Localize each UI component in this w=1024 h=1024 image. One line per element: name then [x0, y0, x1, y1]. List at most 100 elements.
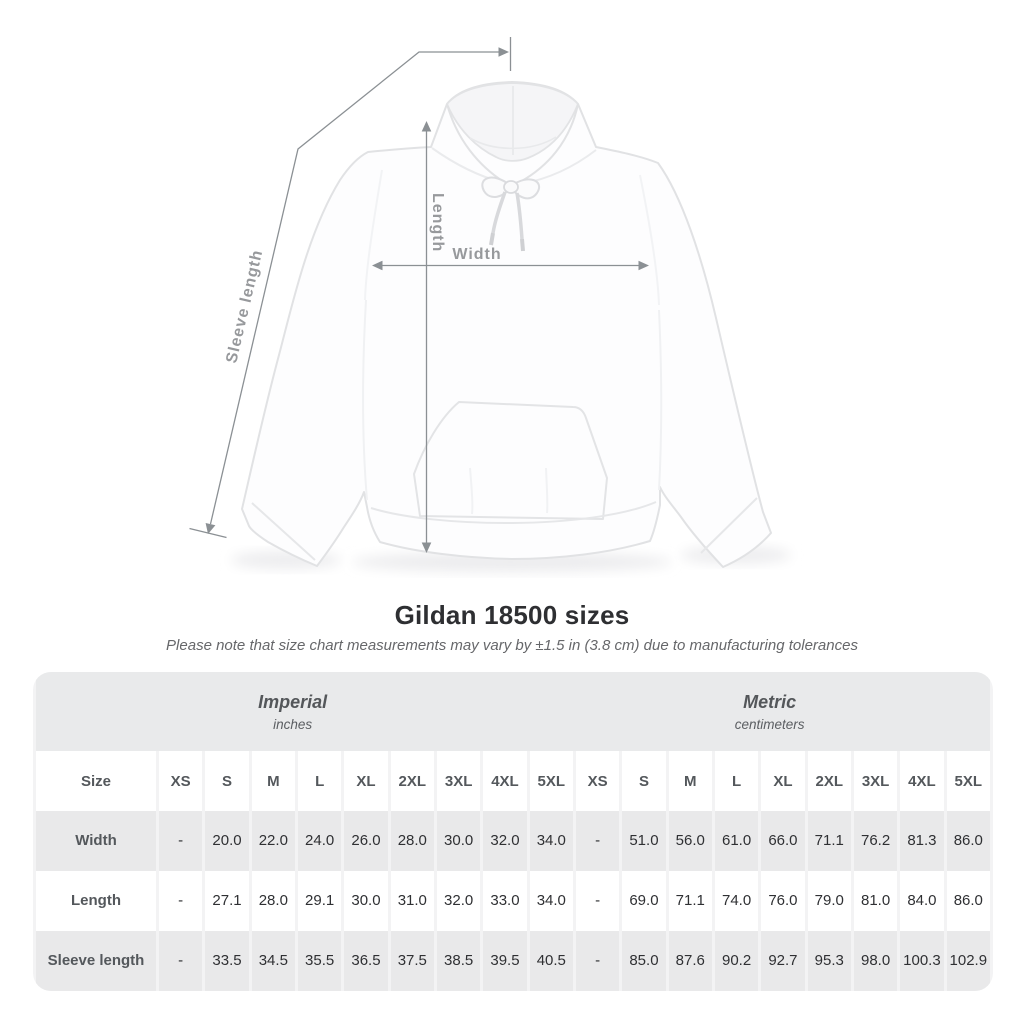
- seams-and-creases: [251, 169, 758, 561]
- cell: 38.5: [436, 930, 481, 991]
- metric-group-header: Metric centimeters: [549, 692, 990, 732]
- imperial-group-header: Imperial inches: [36, 692, 549, 732]
- hoodie-size-guide-illustration: Length Width Sleeve length: [189, 37, 791, 572]
- cell: 40.5: [529, 930, 573, 991]
- cell: 24.0: [297, 810, 342, 871]
- hoodie-figure: Length Width Sleeve length: [189, 37, 791, 572]
- col-header: XS: [159, 751, 203, 811]
- cell: -: [159, 930, 203, 991]
- cell: 76.2: [853, 810, 898, 871]
- cell: 71.1: [668, 870, 712, 931]
- col-header: 4XL: [483, 751, 527, 811]
- cell: 102.9: [946, 930, 990, 991]
- size-table-container: Imperial inches Metric centimeters Size …: [33, 672, 993, 991]
- length-label: Length: [429, 193, 446, 252]
- cell: 90.2: [714, 930, 759, 991]
- cell: 85.0: [622, 930, 666, 991]
- cell: 86.0: [946, 870, 990, 931]
- metric-label: Metric: [743, 691, 797, 712]
- row-label: Sleeve length: [36, 930, 156, 991]
- cell: 20.0: [205, 810, 249, 871]
- col-header: 4XL: [900, 751, 944, 811]
- cell: -: [159, 870, 203, 931]
- cell: 76.0: [761, 870, 805, 931]
- col-header: 3XL: [853, 751, 898, 811]
- sleeve-length-arrow: [189, 37, 512, 539]
- cell: 33.5: [205, 930, 249, 991]
- width-label: Width: [452, 246, 501, 263]
- cell: -: [575, 870, 620, 931]
- cell: 37.5: [390, 930, 434, 991]
- drawstring: [481, 176, 540, 252]
- size-column-header: Size: [36, 751, 156, 811]
- cell: 61.0: [714, 810, 759, 871]
- col-header: L: [297, 751, 342, 811]
- cell: 39.5: [483, 930, 527, 991]
- cell: 92.7: [761, 930, 805, 991]
- sleeve-length-label: Sleeve length: [223, 248, 266, 365]
- cell: 71.1: [807, 810, 851, 871]
- cell: 66.0: [761, 810, 805, 871]
- tolerance-note: Please note that size chart measurements…: [166, 637, 858, 654]
- cell: 95.3: [807, 930, 851, 991]
- cell: -: [575, 930, 620, 991]
- col-header: M: [668, 751, 712, 811]
- cell: 26.0: [344, 810, 388, 871]
- cell: 56.0: [668, 810, 712, 871]
- col-header: S: [622, 751, 666, 811]
- cell: 81.3: [900, 810, 944, 871]
- cell: 32.0: [436, 870, 481, 931]
- imperial-unit: inches: [273, 716, 313, 732]
- cell: 87.6: [668, 930, 712, 991]
- width-row: Width - 20.0 22.0 24.0 26.0 28.0 30.0 32…: [36, 810, 990, 871]
- col-header: XL: [344, 751, 388, 811]
- cell: 32.0: [483, 810, 527, 871]
- hoodie-body: [241, 81, 772, 568]
- col-header: 5XL: [529, 751, 573, 811]
- cell: 35.5: [297, 930, 342, 991]
- sleeve-length-row: Sleeve length - 33.5 34.5 35.5 36.5 37.5…: [36, 930, 990, 991]
- row-label: Length: [36, 870, 156, 931]
- cell: 30.0: [344, 870, 388, 931]
- cell: 34.0: [529, 870, 573, 931]
- col-header: 3XL: [436, 751, 481, 811]
- hood-opening: [431, 82, 597, 185]
- size-table: Imperial inches Metric centimeters Size …: [33, 672, 993, 991]
- col-header: XL: [761, 751, 805, 811]
- cell: 30.0: [436, 810, 481, 871]
- cell: 51.0: [622, 810, 666, 871]
- page-title: Gildan 18500 sizes: [394, 600, 630, 630]
- cell: 34.5: [251, 930, 295, 991]
- cell: 33.0: [483, 870, 527, 931]
- cell: 100.3: [900, 930, 944, 991]
- col-header: L: [714, 751, 759, 811]
- size-header-row: Size XS S M L XL 2XL 3XL 4XL 5XL XS S M …: [36, 751, 990, 811]
- cell: 98.0: [853, 930, 898, 991]
- cell: 74.0: [714, 870, 759, 931]
- col-header: M: [251, 751, 295, 811]
- cell: 69.0: [622, 870, 666, 931]
- col-header: XS: [575, 751, 620, 811]
- cell: 79.0: [807, 870, 851, 931]
- unit-band-row: Imperial inches Metric centimeters: [36, 672, 990, 752]
- imperial-label: Imperial: [258, 691, 328, 712]
- cell: 81.0: [853, 870, 898, 931]
- cell: 31.0: [390, 870, 434, 931]
- cell: 34.0: [529, 810, 573, 871]
- cell: 36.5: [344, 930, 388, 991]
- cell: 84.0: [900, 870, 944, 931]
- kangaroo-pocket: [413, 401, 608, 520]
- cell: 27.1: [205, 870, 249, 931]
- cell: 28.0: [251, 870, 295, 931]
- cell: 22.0: [251, 810, 295, 871]
- row-label: Width: [36, 810, 156, 871]
- col-header: 5XL: [946, 751, 990, 811]
- metric-unit: centimeters: [734, 716, 805, 732]
- col-header: 2XL: [807, 751, 851, 811]
- length-arrow: [421, 121, 432, 553]
- length-row: Length - 27.1 28.0 29.1 30.0 31.0 32.0 3…: [36, 870, 990, 931]
- cell: 86.0: [946, 810, 990, 871]
- cell: -: [159, 810, 203, 871]
- cell: 28.0: [390, 810, 434, 871]
